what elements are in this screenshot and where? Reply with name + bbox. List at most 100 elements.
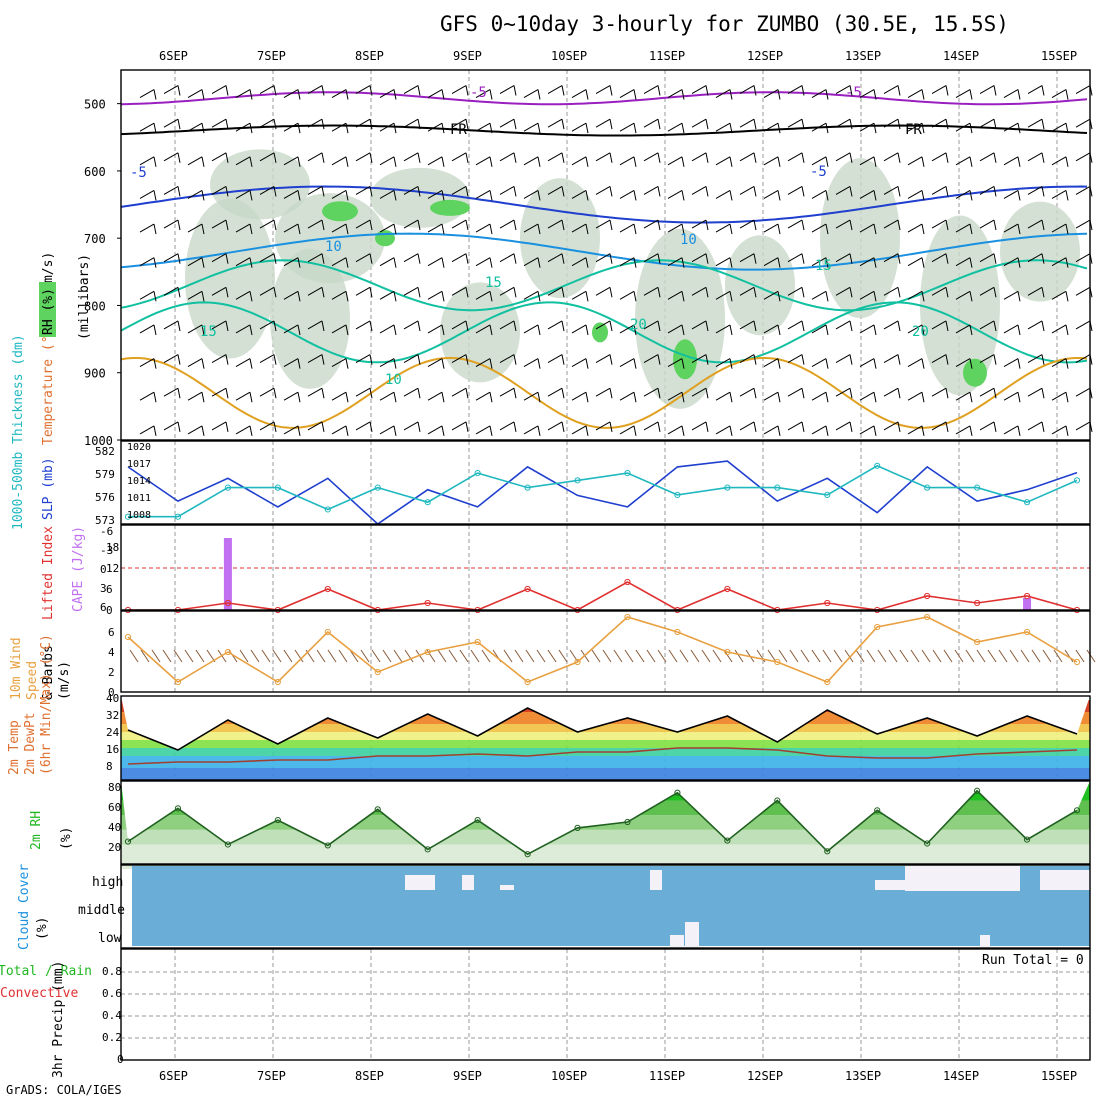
upper-wind-barb [1003, 324, 1019, 334]
upper-wind-barb-flag [633, 123, 637, 134]
upper-wind-barb-flag [801, 85, 805, 96]
upper-wind-barb-flag [633, 156, 637, 167]
date-label-top: 6SEP [159, 49, 188, 63]
upper-wind-barb-flag [489, 291, 493, 302]
upper-wind-barb [883, 387, 899, 397]
upper-wind-barb-flag [921, 358, 925, 369]
cloud-panel-border [120, 864, 1091, 949]
upper-wind-barb [571, 358, 587, 368]
upper-wind-barb [619, 223, 635, 233]
upper-wind-barb-flag [345, 123, 349, 134]
upper-wind-barb-flag [873, 291, 877, 302]
precip-tick: 0.6 [102, 987, 122, 1000]
thickness-line-point [524, 484, 531, 491]
upper-wind-barb [475, 324, 491, 334]
rh-line-point [424, 846, 431, 853]
temp-contour-20 [120, 301, 1088, 364]
surface-wind-barb [910, 649, 920, 663]
rh-line-point [674, 789, 681, 796]
upper-wind-barb-flag [465, 186, 469, 197]
upper-wind-barb [859, 89, 875, 98]
upper-wind-barb-flag [633, 257, 637, 268]
upper-wind-barb-flag [177, 186, 181, 197]
thickness-line-point [974, 484, 981, 491]
upper-wind-barb-flag [177, 253, 181, 264]
upper-wind-barb-flag [609, 152, 613, 163]
upper-wind-barb-flag [897, 354, 901, 365]
upper-wind-barb [235, 358, 251, 368]
upper-wind-barb [619, 156, 635, 166]
upper-wind-barb [163, 118, 179, 128]
upper-wind-barb [787, 185, 803, 195]
upper-wind-barb-flag [369, 152, 373, 163]
upper-wind-barb [667, 358, 683, 368]
upper-wind-barb [907, 324, 923, 334]
upper-wind-barb-flag [369, 85, 373, 96]
millibar-ylabel: (millibars) [77, 254, 92, 340]
upper-wind-barb-flag [153, 223, 157, 235]
lifted-tick: 0 [100, 563, 107, 576]
upper-wind-barb [547, 118, 563, 128]
upper-wind-barb-flag [825, 223, 829, 235]
upper-wind-barb [619, 324, 635, 334]
thickness-line-point [424, 499, 431, 506]
upper-wind-barb [475, 257, 491, 267]
upper-wind-barb-flag [1017, 291, 1021, 302]
upper-wind-barb-flag [1017, 190, 1021, 201]
surface-wind-barb [459, 649, 469, 663]
upper-wind-barb-flag [393, 190, 397, 201]
upper-wind-barb [499, 253, 515, 263]
upper-wind-barb [211, 421, 227, 431]
contour-label: FR [905, 122, 922, 138]
rh-high-area [963, 358, 987, 387]
upper-wind-barb [715, 324, 731, 334]
upper-wind-barb-flag [657, 119, 661, 130]
thickness-line-point [174, 513, 182, 520]
chart-title: GFS 0~10day 3-hourly for ZUMBO (30.5E, 1… [440, 12, 1009, 36]
upper-wind-barb-flag [537, 223, 541, 235]
upper-wind-barb-flag [561, 186, 565, 197]
upper-wind-barb-flag [777, 425, 781, 436]
upper-wind-barb-flag [465, 421, 469, 432]
upper-wind-barb [811, 223, 827, 233]
upper-wind-barb-flag [897, 287, 901, 298]
surface-wind-barb [558, 649, 568, 663]
upper-wind-barb-flag [753, 219, 757, 231]
upper-wind-barb-flag [1041, 421, 1045, 432]
upper-wind-barb [715, 89, 731, 98]
millibar-ylabel-group: (millibars) [77, 254, 92, 340]
surface-wind-barb [767, 649, 777, 663]
surface-wind-barb [899, 649, 909, 663]
upper-wind-barb-flag [993, 119, 997, 130]
upper-wind-barb [835, 421, 851, 431]
upper-wind-barb [931, 320, 947, 330]
upper-wind-barb [979, 185, 995, 195]
upper-wind-barb [739, 354, 755, 364]
upper-wind-barb [163, 286, 179, 296]
upper-wind-barb [571, 257, 587, 267]
upper-wind-barb-flag [657, 85, 661, 96]
upper-wind-barb [379, 223, 395, 233]
upper-wind-barb [979, 320, 995, 330]
upper-wind-barb-flag [201, 89, 205, 100]
upper-wind-barb [307, 85, 323, 94]
upper-wind-barb-flag [1041, 85, 1045, 96]
upper-wind-barb-flag [1017, 392, 1021, 403]
wind-speed-line-point [324, 628, 331, 636]
upper-wind-barb [499, 387, 515, 397]
upper-wind-barb [259, 118, 275, 128]
surface-wind-barb [866, 649, 876, 663]
upper-wind-barb-flag [417, 287, 421, 298]
cloud-ylabel: Cloud Cover [17, 864, 32, 950]
surface-wind-barb [987, 649, 997, 663]
cloud-level-label: middle [78, 903, 125, 918]
upper-wind-barb [451, 85, 467, 94]
upper-wind-barb [1051, 425, 1067, 435]
upper-wind-barb [787, 253, 803, 263]
upper-wind-barb-flag [513, 152, 517, 163]
upper-wind-barb [427, 425, 443, 435]
upper-wind-barb-flag [153, 190, 157, 201]
cape-ylabel: CAPE (J/kg) [71, 526, 86, 612]
upper-wind-barb [643, 286, 659, 296]
